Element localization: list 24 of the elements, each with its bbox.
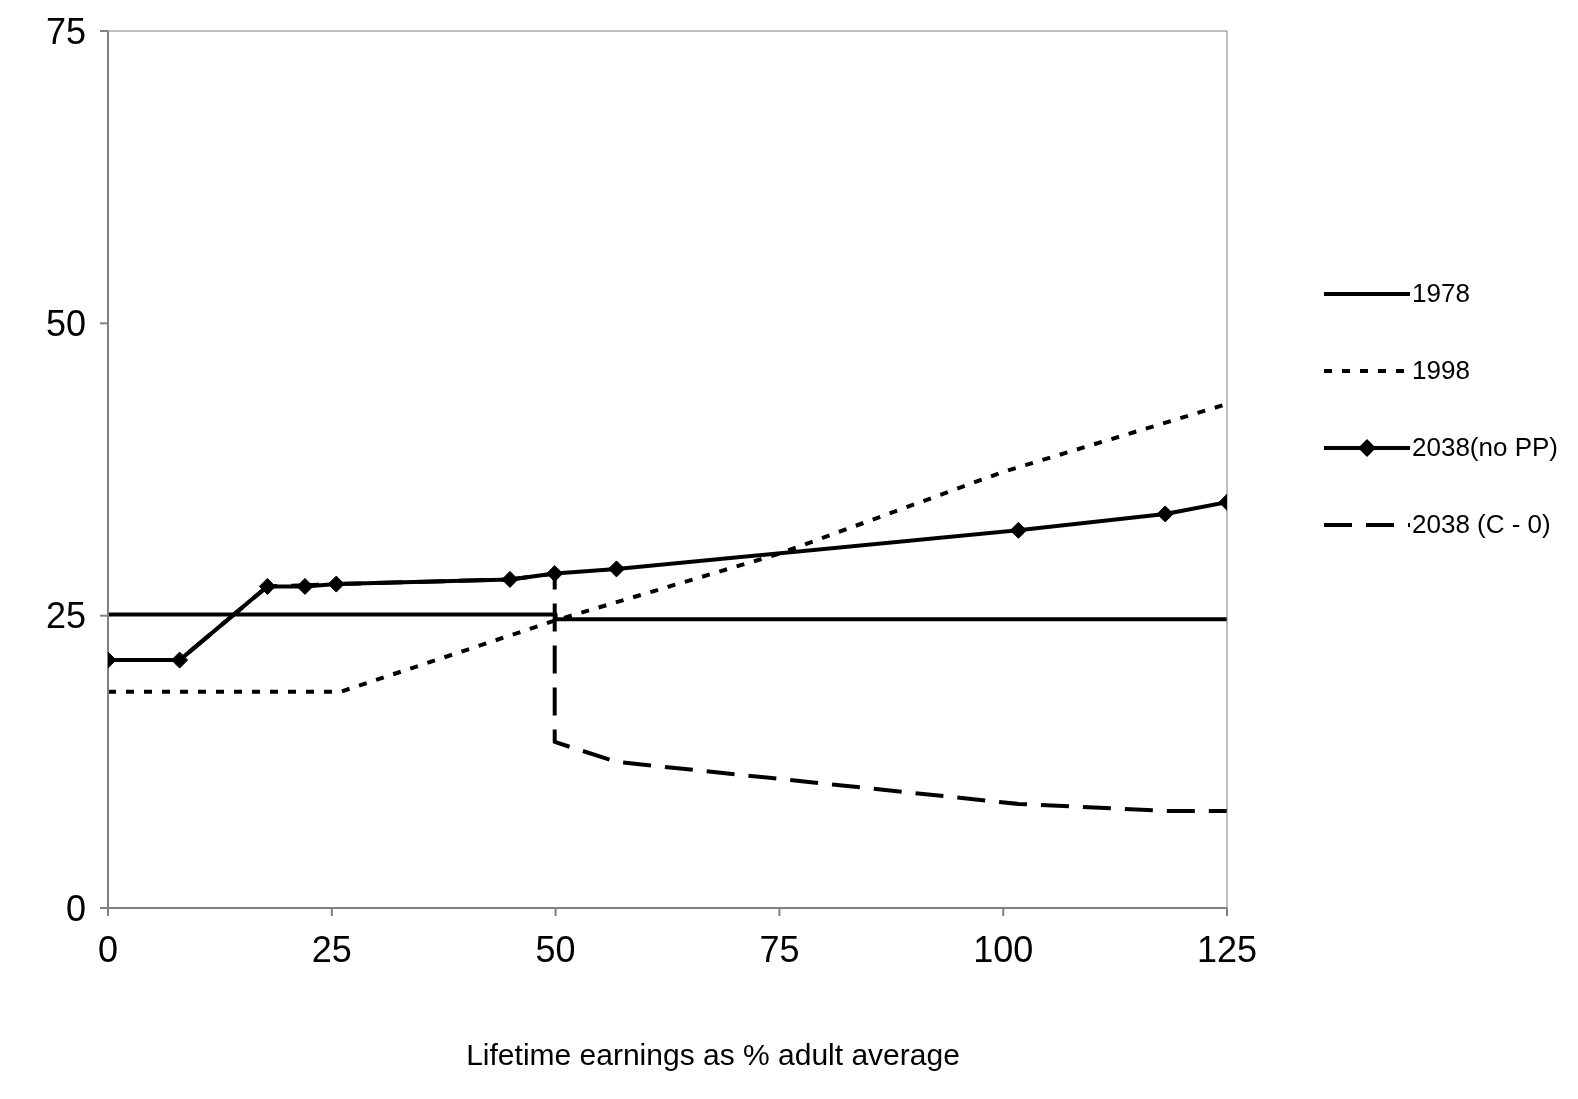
x-tick-label: 100 [973, 928, 1034, 970]
point [546, 565, 564, 583]
x-tick-label: 125 [1196, 928, 1258, 970]
x-tick-label: 25 [311, 928, 352, 970]
x-tick-label: 50 [535, 928, 576, 970]
point [171, 651, 189, 669]
x-tick-label: 0 [97, 928, 119, 970]
point [296, 577, 314, 595]
point [258, 577, 276, 595]
y-tick-label: 0 [65, 887, 86, 929]
x-axis-title: Lifetime earnings as % adult average [465, 1038, 961, 1072]
x-tick-label: 75 [759, 928, 800, 970]
y-tick-label: 75 [45, 10, 86, 52]
point [1009, 521, 1027, 539]
legend-label: 1978 [1412, 278, 1470, 309]
legend-label: 2038(no PP) [1412, 432, 1558, 463]
legend-label: 1998 [1412, 355, 1470, 386]
y-tick-label: 50 [45, 303, 86, 345]
point [607, 560, 625, 578]
y-tick-label: 25 [45, 595, 86, 637]
point [327, 575, 345, 593]
legend-label: 2038 (C - 0) [1412, 509, 1551, 540]
point [1156, 505, 1174, 523]
point [501, 570, 519, 588]
